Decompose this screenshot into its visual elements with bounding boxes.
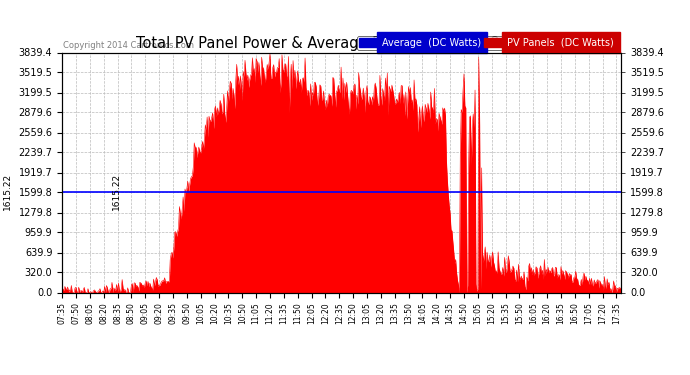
Text: 1615.22: 1615.22: [112, 173, 121, 210]
Legend: Average  (DC Watts), PV Panels  (DC Watts): Average (DC Watts), PV Panels (DC Watts): [357, 36, 616, 50]
Text: Copyright 2014 Cartronics.com: Copyright 2014 Cartronics.com: [63, 41, 194, 50]
Text: 1615.22: 1615.22: [3, 173, 12, 210]
Title: Total PV Panel Power & Average Power Tue Oct 28 17:46: Total PV Panel Power & Average Power Tue…: [137, 36, 546, 51]
